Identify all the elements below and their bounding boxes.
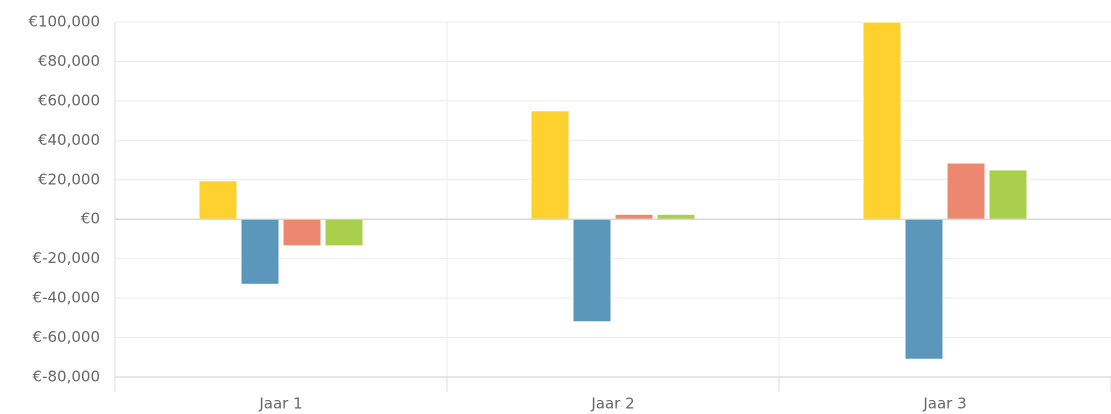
- bar: [862, 21, 902, 220]
- y-tick-label: €-80,000: [33, 368, 100, 386]
- bar: [324, 218, 364, 247]
- bar: [946, 162, 986, 220]
- bar: [904, 218, 944, 360]
- y-tick-label: €-40,000: [33, 289, 100, 307]
- bar: [198, 180, 238, 220]
- bar: [530, 110, 570, 220]
- y-tick-label: €80,000: [38, 52, 100, 70]
- y-tick-label: €-60,000: [33, 328, 100, 346]
- bar: [656, 213, 696, 220]
- bar: [572, 218, 612, 323]
- y-tick-label: €100,000: [28, 13, 100, 31]
- bar: [614, 213, 654, 220]
- y-tick-label: €40,000: [38, 131, 100, 149]
- y-tick-label: €60,000: [38, 91, 100, 109]
- y-tick-label: €0: [81, 210, 100, 228]
- bar: [282, 218, 322, 247]
- x-tick-label: Jaar 3: [922, 395, 966, 413]
- y-tick-label: €-20,000: [33, 249, 100, 267]
- x-tick-label: Jaar 2: [590, 395, 634, 413]
- x-tick-label: Jaar 1: [258, 395, 302, 413]
- y-tick-label: €20,000: [38, 170, 100, 188]
- bar: [988, 169, 1028, 220]
- bar: [240, 218, 280, 285]
